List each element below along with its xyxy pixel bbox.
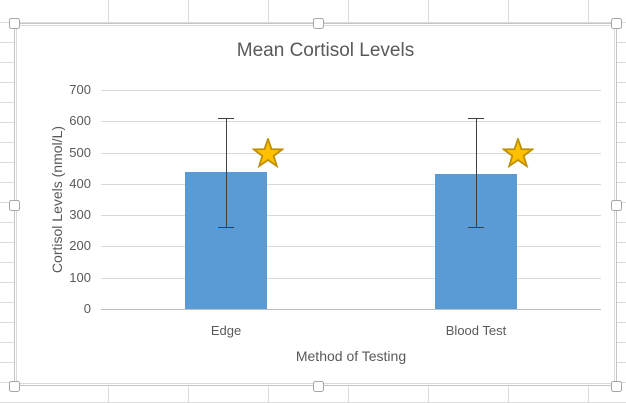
y-tick-label[interactable]: 300 xyxy=(69,207,91,223)
error-bar-cap xyxy=(218,227,234,229)
error-bar-edge xyxy=(226,117,227,228)
chart-title[interactable]: Mean Cortisol Levels xyxy=(236,40,415,61)
selection-handle-se[interactable] xyxy=(611,381,622,392)
y-tick-label[interactable]: 700 xyxy=(69,82,91,97)
x-axis-title[interactable]: Method of Testing xyxy=(295,348,407,364)
error-bar-cap xyxy=(468,118,484,120)
selection-handle-nw[interactable] xyxy=(9,18,20,29)
gridline xyxy=(101,215,601,217)
gridline xyxy=(101,183,601,185)
y-tick-label[interactable]: 200 xyxy=(69,238,91,254)
gridline xyxy=(101,277,601,279)
plot-area[interactable]: 0 100 200 300 400 500 600 700 Edge Blood Test xyxy=(69,82,601,338)
selection-handle-w[interactable] xyxy=(9,200,20,211)
gridline xyxy=(101,90,601,91)
x-tick-label[interactable]: Blood Test xyxy=(445,323,507,338)
selection-handle-ne[interactable] xyxy=(611,18,622,29)
x-axis-line xyxy=(101,309,601,310)
star-icon[interactable] xyxy=(501,135,535,168)
error-bar-cap xyxy=(468,226,484,228)
y-tick-label[interactable]: 400 xyxy=(69,175,91,191)
y-tick-label[interactable]: 0 xyxy=(83,301,91,316)
y-tick-label[interactable]: 500 xyxy=(69,144,91,160)
star-icon[interactable] xyxy=(251,135,285,168)
gridline xyxy=(101,246,601,248)
x-tick-label[interactable]: Edge xyxy=(210,323,242,338)
selection-handle-s[interactable] xyxy=(313,381,324,392)
selection-handle-e[interactable] xyxy=(611,200,622,211)
error-bar-cap xyxy=(218,117,234,119)
gridline xyxy=(101,121,601,123)
chart-object[interactable]: Mean Cortisol Levels Cortisol Levels (nm… xyxy=(14,23,617,386)
selection-handle-n[interactable] xyxy=(313,18,324,29)
error-bar-blood-test xyxy=(476,118,477,227)
y-tick-label[interactable]: 600 xyxy=(69,113,91,129)
selection-handle-sw[interactable] xyxy=(9,381,20,392)
y-tick-label[interactable]: 100 xyxy=(69,269,91,285)
gridline xyxy=(101,152,601,154)
